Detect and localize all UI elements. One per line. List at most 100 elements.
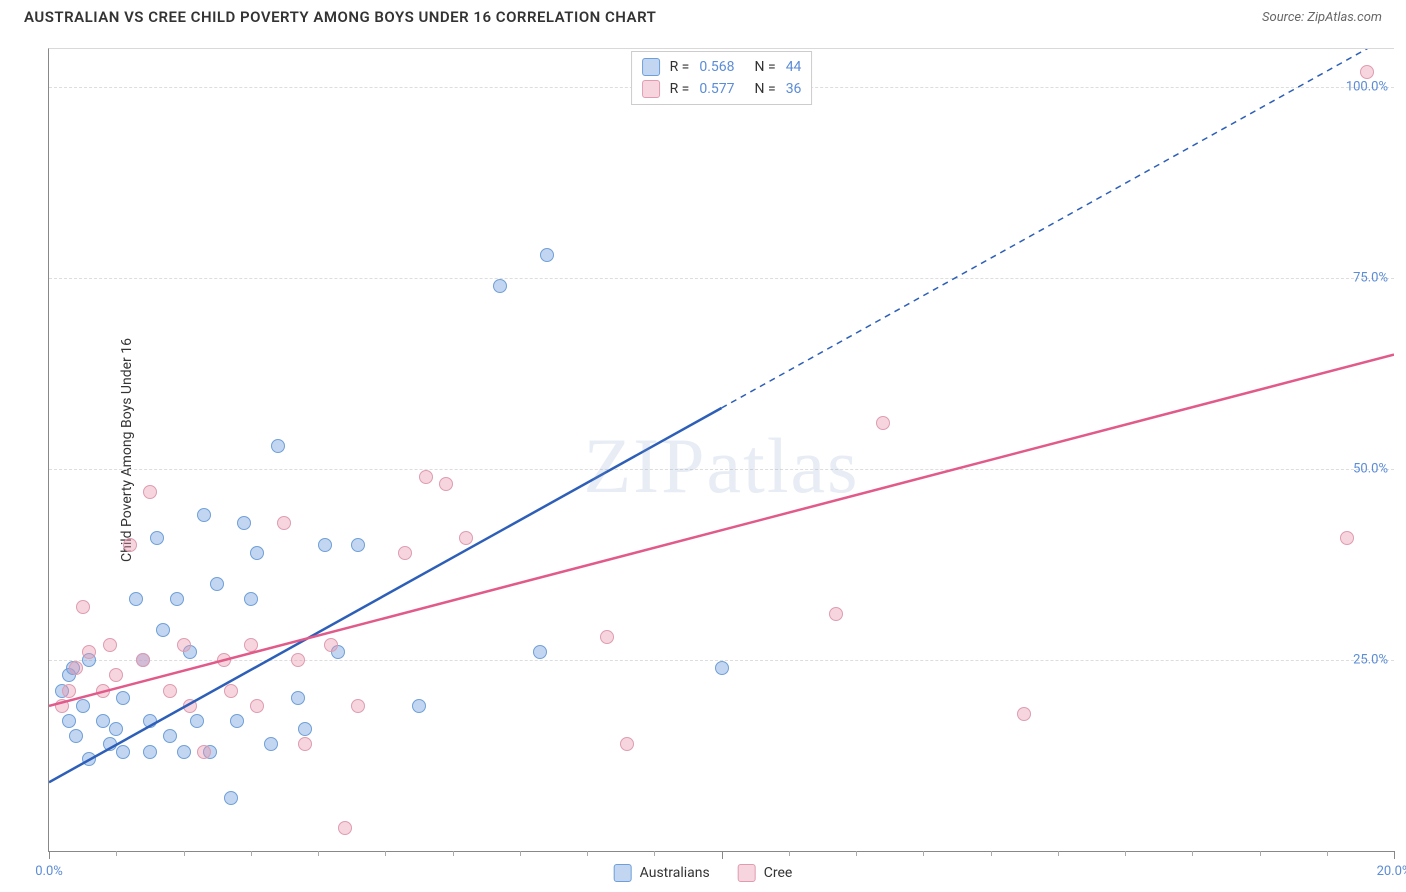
data-point xyxy=(351,538,365,552)
data-point xyxy=(540,248,554,262)
chart-area: Child Poverty Among Boys Under 16 ZIPatl… xyxy=(48,48,1394,852)
legend-n-value: 44 xyxy=(786,59,802,75)
series-legend-label: Cree xyxy=(764,865,793,881)
x-tick-minor xyxy=(1125,851,1126,856)
data-point xyxy=(136,653,150,667)
data-point xyxy=(217,653,231,667)
data-point xyxy=(291,691,305,705)
gridline-h xyxy=(49,469,1394,470)
data-point xyxy=(237,516,251,530)
data-point xyxy=(163,729,177,743)
x-tick-major xyxy=(49,851,50,859)
x-tick-minor xyxy=(251,851,252,856)
series-legend-label: Australians xyxy=(640,865,710,881)
y-tick-label: 100.0% xyxy=(1346,80,1388,95)
x-tick-minor xyxy=(923,851,924,856)
data-point xyxy=(197,508,211,522)
legend-swatch xyxy=(738,864,756,882)
x-tick-minor xyxy=(116,851,117,856)
data-point xyxy=(109,722,123,736)
correlation-legend-row: R = 0.577 N = 36 xyxy=(642,78,802,100)
x-tick-minor xyxy=(587,851,588,856)
data-point xyxy=(177,638,191,652)
data-point xyxy=(143,714,157,728)
plot-area: 25.0%50.0%75.0%100.0%0.0%20.0% xyxy=(49,49,1394,851)
x-tick-minor xyxy=(453,851,454,856)
data-point xyxy=(298,722,312,736)
data-point xyxy=(150,531,164,545)
chart-title: AUSTRALIAN VS CREE CHILD POVERTY AMONG B… xyxy=(24,8,656,26)
data-point xyxy=(156,623,170,637)
x-tick-minor xyxy=(318,851,319,856)
data-point xyxy=(55,699,69,713)
data-point xyxy=(230,714,244,728)
legend-swatch xyxy=(614,864,632,882)
data-point xyxy=(116,745,130,759)
legend-n-label: N = xyxy=(755,81,776,97)
data-point xyxy=(459,531,473,545)
data-point xyxy=(190,714,204,728)
data-point xyxy=(250,546,264,560)
x-tick-minor xyxy=(654,851,655,856)
data-point xyxy=(277,516,291,530)
data-point xyxy=(163,684,177,698)
data-point xyxy=(69,661,83,675)
legend-swatch xyxy=(642,58,660,76)
data-point xyxy=(829,607,843,621)
x-tick-minor xyxy=(856,851,857,856)
data-point xyxy=(224,684,238,698)
data-point xyxy=(600,630,614,644)
data-point xyxy=(116,691,130,705)
data-point xyxy=(62,684,76,698)
data-point xyxy=(398,546,412,560)
legend-r-label: R = xyxy=(670,81,690,97)
data-point xyxy=(244,592,258,606)
data-point xyxy=(1340,531,1354,545)
x-tick-label: 20.0% xyxy=(1377,864,1406,879)
gridline-h xyxy=(49,278,1394,279)
data-point xyxy=(123,538,137,552)
x-tick-minor xyxy=(991,851,992,856)
series-legend-item: Australians xyxy=(614,864,710,882)
data-point xyxy=(143,485,157,499)
x-tick-minor xyxy=(385,851,386,856)
legend-r-value: 0.577 xyxy=(699,81,734,97)
data-point xyxy=(62,714,76,728)
correlation-legend: R =0.568N =44R =0.577N =36 xyxy=(631,51,813,105)
x-tick-minor xyxy=(1058,851,1059,856)
data-point xyxy=(271,439,285,453)
legend-swatch xyxy=(642,80,660,98)
legend-n-value: 36 xyxy=(786,81,802,97)
data-point xyxy=(298,737,312,751)
data-point xyxy=(210,577,224,591)
legend-n-label: N = xyxy=(755,59,776,75)
data-point xyxy=(82,645,96,659)
data-point xyxy=(197,745,211,759)
series-legend-item: Cree xyxy=(738,864,793,882)
data-point xyxy=(324,638,338,652)
data-point xyxy=(76,600,90,614)
x-tick-minor xyxy=(1192,851,1193,856)
data-point xyxy=(103,638,117,652)
data-point xyxy=(96,714,110,728)
data-point xyxy=(533,645,547,659)
data-point xyxy=(170,592,184,606)
data-point xyxy=(351,699,365,713)
data-point xyxy=(876,416,890,430)
data-point xyxy=(1017,707,1031,721)
data-point xyxy=(69,729,83,743)
data-point xyxy=(338,821,352,835)
data-point xyxy=(224,791,238,805)
data-point xyxy=(419,470,433,484)
data-point xyxy=(244,638,258,652)
data-point xyxy=(143,745,157,759)
data-point xyxy=(76,699,90,713)
data-point xyxy=(183,699,197,713)
x-tick-minor xyxy=(520,851,521,856)
data-point xyxy=(412,699,426,713)
data-point xyxy=(620,737,634,751)
y-tick-label: 50.0% xyxy=(1353,462,1388,477)
data-point xyxy=(250,699,264,713)
legend-r-label: R = xyxy=(670,59,690,75)
x-tick-major xyxy=(722,851,723,859)
